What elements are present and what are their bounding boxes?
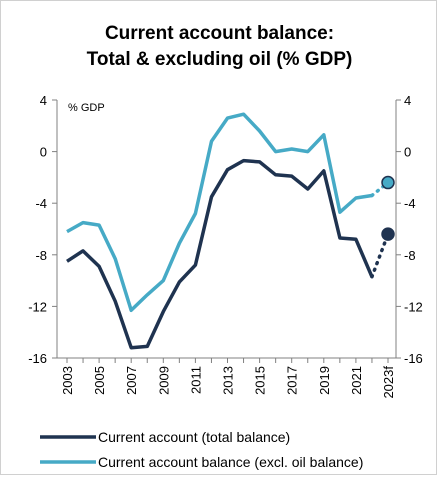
tick-labels: 4 4 0 0 -4 -4 -8 -8 -12 -12 -16 -16 2003 2005 2007 2009… xyxy=(28,93,423,399)
right-y-tick-label: 0 xyxy=(404,145,411,160)
legend-label-2: Current account balance (excl. oil balan… xyxy=(98,454,363,470)
axes xyxy=(52,99,401,363)
right-y-tick-label: -8 xyxy=(404,248,416,263)
left-y-tick-label: -12 xyxy=(28,299,47,314)
unit-label: % GDP xyxy=(68,102,105,114)
forecast-point-1 xyxy=(381,227,395,241)
left-y-tick-label: 0 xyxy=(40,145,47,160)
x-tick-label: 2017 xyxy=(285,366,300,395)
x-tick-label: 2011 xyxy=(188,366,203,394)
x-tick-label: 2019 xyxy=(317,366,332,395)
left-y-tick-label: -8 xyxy=(35,248,47,263)
x-tick-label: 2009 xyxy=(156,366,171,395)
left-y-tick-label: -16 xyxy=(28,351,47,366)
chart-title-line-1: Current account balance: xyxy=(104,23,335,44)
x-tick-label: 2015 xyxy=(253,366,268,395)
forecast-line-1 xyxy=(370,232,390,279)
legend-label-1: Current account (total balance) xyxy=(98,429,290,445)
x-tick-label: 2003 xyxy=(60,366,75,395)
right-y-tick-label: -16 xyxy=(404,351,423,366)
x-tick-label: 2023f xyxy=(381,366,396,399)
series-line-2 xyxy=(66,112,373,313)
right-y-tick-label: -12 xyxy=(404,299,423,314)
legend: Current account (total balance) Current a… xyxy=(40,429,363,470)
forecast-point-2 xyxy=(381,175,395,190)
series-layer xyxy=(66,112,395,350)
x-tick-label: 2007 xyxy=(124,366,139,395)
right-y-tick-label: -4 xyxy=(404,196,416,211)
right-y-tick-label: 4 xyxy=(404,93,411,108)
left-y-tick-label: -4 xyxy=(35,196,47,211)
x-tick-label: 2021 xyxy=(349,366,364,395)
series-line-1 xyxy=(66,158,374,350)
x-tick-label: 2013 xyxy=(221,366,236,395)
left-y-tick-label: 4 xyxy=(40,93,47,108)
x-tick-label: 2005 xyxy=(92,366,107,395)
chart-title-line-2: Total & excluding oil (% GDP) xyxy=(86,49,353,70)
